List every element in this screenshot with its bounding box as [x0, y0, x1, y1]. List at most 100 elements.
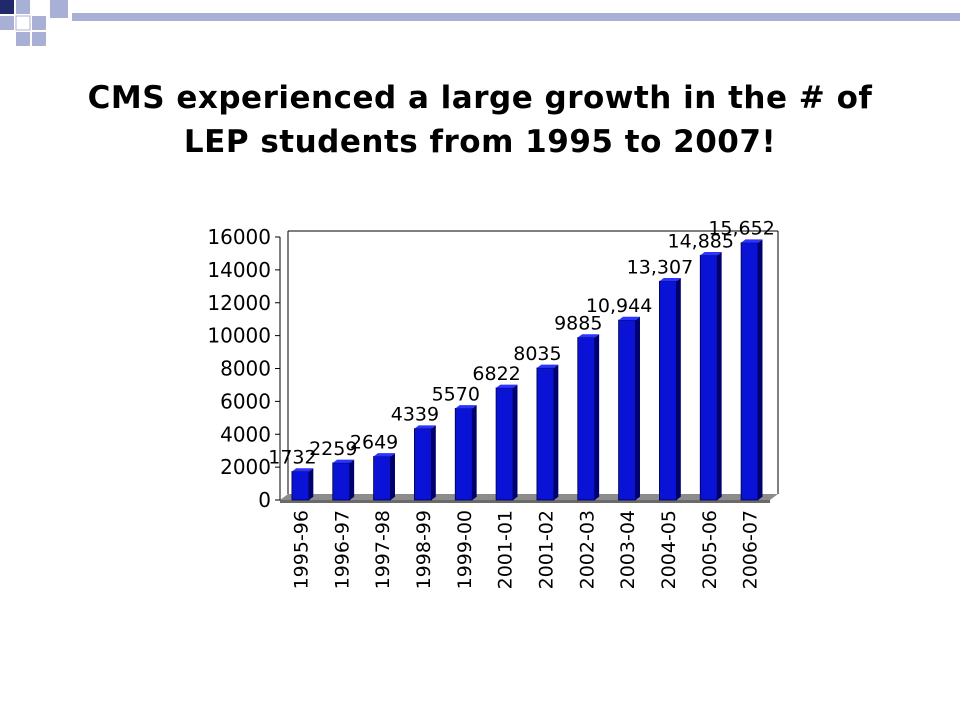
x-tick-label: 1995-96 [290, 510, 312, 589]
bar-1996-97 [332, 459, 355, 501]
data-label: 2259 [309, 438, 357, 460]
bar-top [414, 425, 436, 429]
bar-2002-03 [577, 334, 600, 501]
bar-top [618, 316, 640, 321]
deco-square-light [32, 16, 46, 30]
bar-top [700, 252, 722, 256]
bar-top [291, 468, 314, 472]
bar-front [740, 242, 759, 501]
bar-1997-98 [373, 453, 395, 501]
corner-decoration [0, 0, 960, 46]
deco-square-dark [0, 0, 14, 14]
bar-front [373, 456, 391, 501]
y-tick-label: 6000 [220, 389, 271, 413]
bar-front [495, 387, 514, 501]
bar-front [291, 471, 310, 501]
y-tick-label: 16000 [207, 225, 271, 249]
bar-side [758, 239, 763, 500]
bar-top [496, 384, 518, 388]
bar-2003-04 [618, 316, 640, 501]
bar-top [659, 277, 681, 282]
bar-front [618, 319, 636, 501]
y-tick-label: 14000 [207, 258, 271, 282]
bar-front [536, 367, 555, 501]
x-tick-label: 2003-04 [617, 510, 639, 589]
bar-top [373, 453, 395, 457]
bar-front [699, 254, 718, 501]
data-label: 9885 [554, 313, 602, 335]
bar-top [536, 364, 559, 368]
bar-side [553, 364, 559, 500]
data-label: 8035 [513, 343, 561, 365]
bar-2001-01 [495, 384, 518, 501]
bar-top [332, 459, 355, 463]
x-tick-label: 2006-07 [740, 510, 762, 589]
data-label: 4339 [391, 404, 439, 426]
bar-top [455, 405, 477, 409]
bar-side [676, 277, 681, 500]
y-tick-label: 2000 [220, 455, 271, 479]
bar-2001-02 [536, 364, 559, 501]
bar-side [594, 334, 600, 500]
data-label: 13,307 [627, 256, 693, 278]
x-tick-label: 2005-06 [699, 510, 721, 589]
bar-side [635, 316, 640, 500]
data-label: 15,652 [708, 218, 774, 240]
y-tick-label: 0 [258, 488, 271, 512]
x-tick-label: 2001-02 [535, 510, 557, 589]
data-label: 14,885 [668, 230, 734, 252]
x-tick-label: 2001-01 [495, 510, 517, 589]
bar-side [349, 459, 355, 500]
bar-front [659, 280, 677, 501]
bar-side [513, 384, 518, 500]
bar-2005-06 [699, 252, 722, 501]
bar-1995-96 [291, 468, 314, 501]
bar-side [390, 453, 395, 500]
deco-square-light [32, 32, 46, 46]
deco-square-light [50, 0, 68, 18]
bar-top [577, 334, 600, 338]
data-label: 6822 [472, 363, 520, 385]
bar-2004-05 [659, 277, 681, 501]
y-tick-label: 10000 [207, 324, 271, 348]
bar-side [308, 468, 314, 500]
y-axis: 0 2000 4000 6000 8000 10000 12000 14000 16000 [207, 225, 779, 512]
floor-top [280, 494, 778, 500]
data-label: 10,944 [586, 295, 652, 317]
bar-1999-00 [454, 405, 477, 501]
x-tick-label: 1999-00 [454, 510, 476, 589]
x-tick-label: 2002-03 [576, 510, 598, 589]
bar-side [431, 425, 436, 500]
bar-front [454, 408, 473, 501]
y-tick-label: 12000 [207, 291, 271, 315]
slide-title: CMS experienced a large growth in the # … [40, 76, 920, 164]
bar-chart: 0 2000 4000 6000 8000 10000 12000 14000 16000 17… [207, 218, 779, 589]
bar-side [472, 405, 477, 500]
deco-square-light [16, 32, 30, 46]
bar-2006-07 [740, 239, 763, 501]
x-tick-label: 2004-05 [658, 510, 680, 589]
chart-floor [280, 494, 778, 503]
bar-series [291, 239, 763, 501]
slide-title-line-2: LEP students from 1995 to 2007! [183, 124, 777, 160]
bar-1998-99 [414, 425, 436, 501]
slide-title-line-1: CMS experienced a large growth in the # … [87, 80, 873, 116]
x-tick-label: 1997-98 [372, 510, 394, 589]
deco-square-outline [15, 15, 31, 31]
bar-side [717, 252, 722, 500]
header-rule [72, 13, 960, 21]
x-tick-label: 1996-97 [331, 510, 353, 589]
data-label: 2649 [350, 431, 398, 453]
bar-front [414, 428, 432, 501]
data-label: 1732 [268, 447, 316, 469]
y-tick-label: 4000 [220, 422, 271, 446]
bar-front [332, 462, 351, 501]
y-tick-label: 8000 [220, 357, 271, 381]
floor-front [280, 500, 770, 503]
bar-front [577, 337, 596, 501]
x-axis-tick-labels: 1995-96 1996-97 1997-98 1998-99 1999-00 2001-… [290, 510, 761, 589]
deco-square-light [16, 0, 30, 14]
deco-square-light [0, 16, 14, 30]
x-tick-label: 1998-99 [413, 510, 435, 589]
